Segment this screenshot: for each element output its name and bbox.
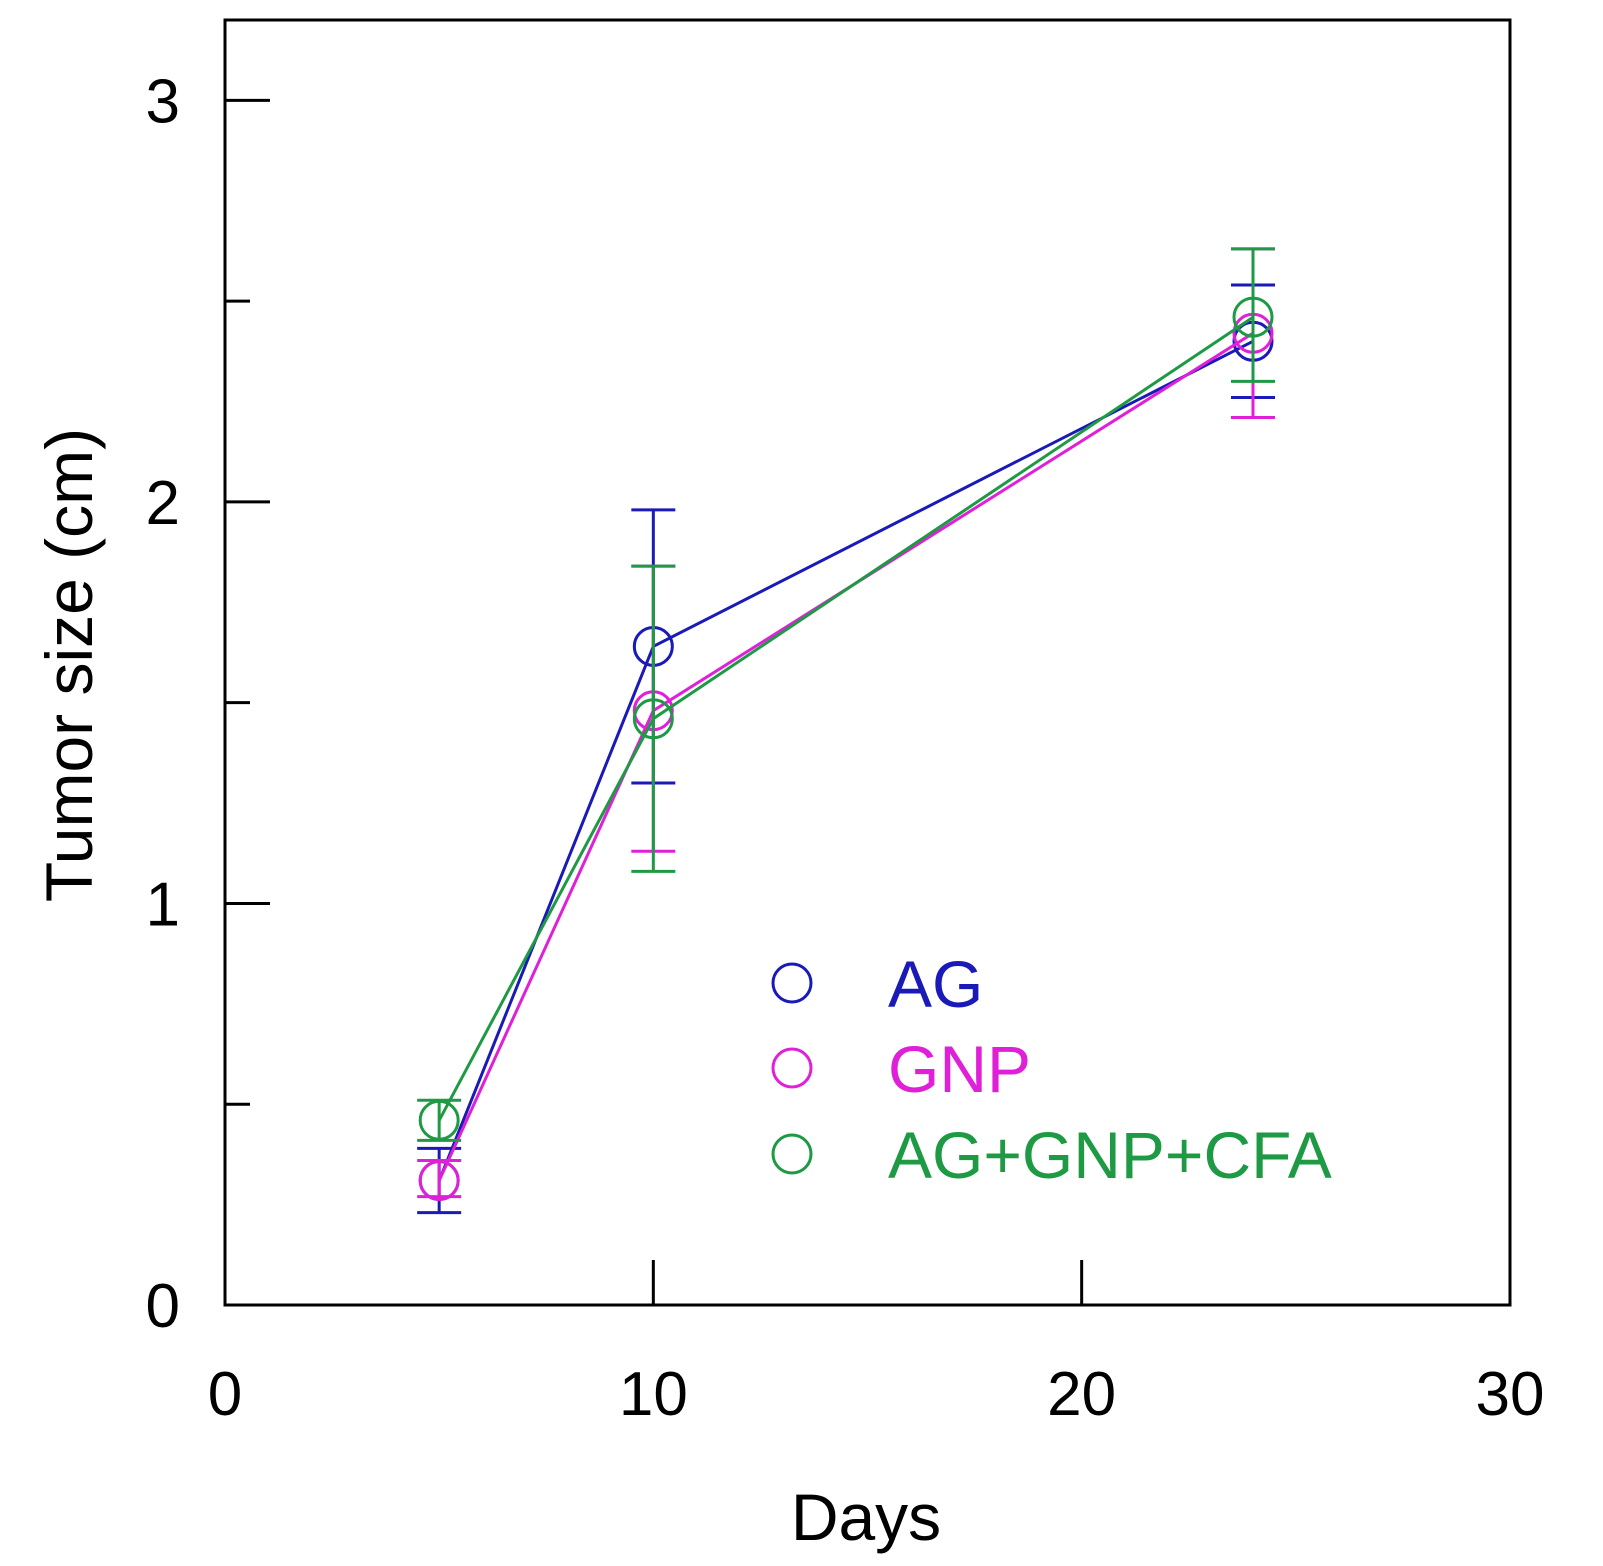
data-point xyxy=(1232,296,1274,338)
series-layer xyxy=(417,247,1275,1215)
legend-marker-ag xyxy=(771,962,813,1004)
legend-marker-gnp xyxy=(771,1047,813,1089)
y-axis-label: Tumor size (cm) xyxy=(32,428,106,902)
x-axis-label: Days xyxy=(791,1480,941,1554)
legend-label-ag: AG xyxy=(888,947,983,1021)
plot-frame xyxy=(223,18,1512,1307)
legend-item-gnp: GNP xyxy=(771,1032,1031,1106)
y-tick-label: 3 xyxy=(146,67,180,136)
legend: AG GNP AG+GNP+CFA xyxy=(771,947,1332,1192)
legend-label-gnp: GNP xyxy=(888,1032,1031,1106)
data-point xyxy=(418,1099,460,1141)
series-ag-gnp-cfa xyxy=(417,247,1275,1142)
y-tick-label: 0 xyxy=(146,1272,180,1341)
x-tick-label: 30 xyxy=(1476,1360,1545,1429)
legend-item-ag-gnp-cfa: AG+GNP+CFA xyxy=(771,1118,1332,1192)
data-point xyxy=(418,1160,460,1202)
legend-item-ag: AG xyxy=(771,947,983,1021)
y-tick-label: 2 xyxy=(146,469,180,538)
legend-label-ag-gnp-cfa: AG+GNP+CFA xyxy=(888,1118,1332,1192)
data-point xyxy=(632,698,674,740)
x-tick-label: 10 xyxy=(619,1360,688,1429)
legend-marker-ag-gnp-cfa xyxy=(771,1133,813,1175)
x-tick-label: 20 xyxy=(1047,1360,1116,1429)
y-tick-label: 1 xyxy=(146,870,180,939)
x-tick-label: 0 xyxy=(208,1360,242,1429)
